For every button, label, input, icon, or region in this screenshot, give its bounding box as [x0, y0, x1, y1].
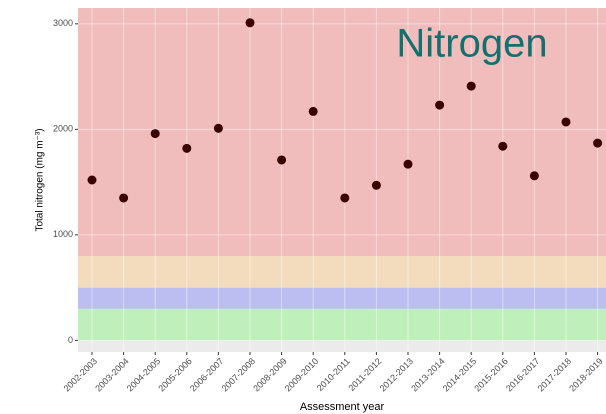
point	[466, 81, 476, 91]
point	[529, 171, 539, 181]
point	[308, 106, 318, 116]
point	[435, 100, 445, 110]
point	[87, 175, 97, 185]
point	[213, 123, 223, 133]
band	[78, 8, 606, 256]
point	[561, 117, 571, 127]
point	[277, 155, 287, 165]
x-tick-label: 2018-2019	[567, 356, 605, 394]
y-tick-label: 2000	[53, 124, 73, 134]
band	[78, 308, 606, 341]
point	[340, 193, 350, 203]
y-tick-label: 1000	[53, 229, 73, 239]
band	[78, 287, 606, 309]
point	[403, 159, 413, 169]
point	[119, 193, 129, 203]
plot: 01000200030002002-20032003-20042004-2005…	[35, 8, 606, 413]
point	[371, 180, 381, 190]
band	[78, 255, 606, 288]
y-axis-label: Total nitrogen (mg m⁻³)	[35, 128, 46, 231]
point	[245, 18, 255, 28]
point	[182, 143, 192, 153]
x-axis-label: Assessment year	[300, 401, 385, 413]
annotation: Nitrogen	[396, 22, 547, 66]
y-tick-label: 0	[68, 335, 73, 345]
point	[593, 138, 603, 148]
y-tick-label: 3000	[53, 18, 73, 28]
point	[498, 141, 508, 151]
x-tick-label: 2010-2011	[315, 356, 352, 393]
x-tick-label: 2009-2010	[283, 356, 321, 394]
point	[150, 129, 160, 139]
